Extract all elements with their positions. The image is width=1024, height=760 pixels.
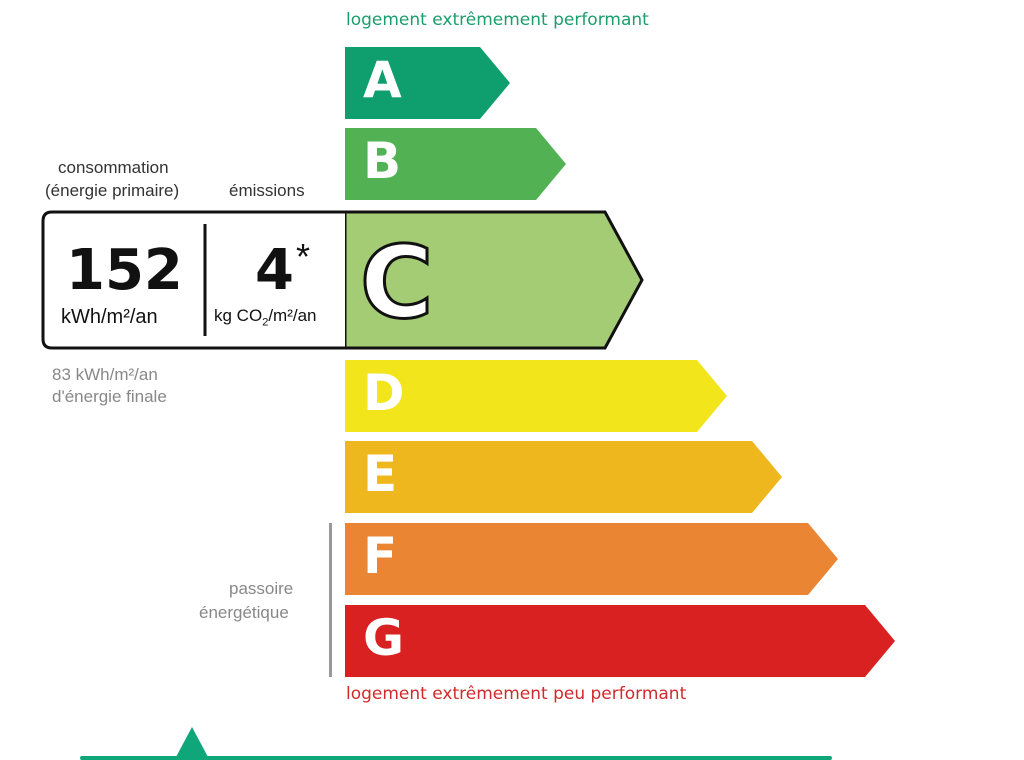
class-e-bar: E [345, 441, 782, 513]
emissions-label: émissions [229, 181, 305, 200]
final-energy-value: 83 kWh/m²/an [52, 365, 158, 384]
class-g-bar: G [345, 605, 895, 677]
scale-line [80, 756, 832, 760]
consumption-value: 152 [66, 238, 183, 303]
class-f-letter: F [363, 527, 398, 585]
class-e-letter: E [363, 445, 398, 503]
current-class-c-indicator [41, 210, 644, 350]
emissions-asterisk: * [296, 236, 311, 277]
class-a-bar: A [345, 47, 510, 119]
emissions-unit-sub: 2 [262, 316, 269, 329]
class-d-letter: D [363, 364, 405, 422]
bottom-caption: logement extrêmement peu performant [346, 684, 687, 704]
final-energy-label: d'énergie finale [52, 387, 167, 406]
class-g-letter: G [363, 609, 405, 667]
emissions-unit-suffix: /m²/an [268, 306, 317, 325]
class-c-letter: C [358, 223, 434, 343]
class-f-bar: F [345, 523, 838, 595]
scale-marker-triangle [176, 727, 208, 757]
consumption-unit: kWh/m²/an [61, 306, 158, 328]
class-b-bar: B [345, 128, 566, 200]
consumption-label: consommation [58, 158, 169, 177]
passoire-sublabel: énergétique [199, 603, 289, 622]
passoire-label: passoire [229, 579, 294, 598]
class-a-letter: A [363, 51, 402, 109]
emissions-unit: kg CO2/m²/an [214, 306, 317, 328]
class-d-bar: D [345, 360, 727, 432]
passoire-divider [329, 523, 332, 677]
class-b-letter: B [363, 132, 402, 190]
top-caption: logement extrêmement performant [346, 10, 649, 30]
emissions-value: 4 [255, 238, 294, 303]
emissions-unit-prefix: kg CO [214, 306, 263, 325]
consumption-sublabel: (énergie primaire) [45, 181, 180, 200]
